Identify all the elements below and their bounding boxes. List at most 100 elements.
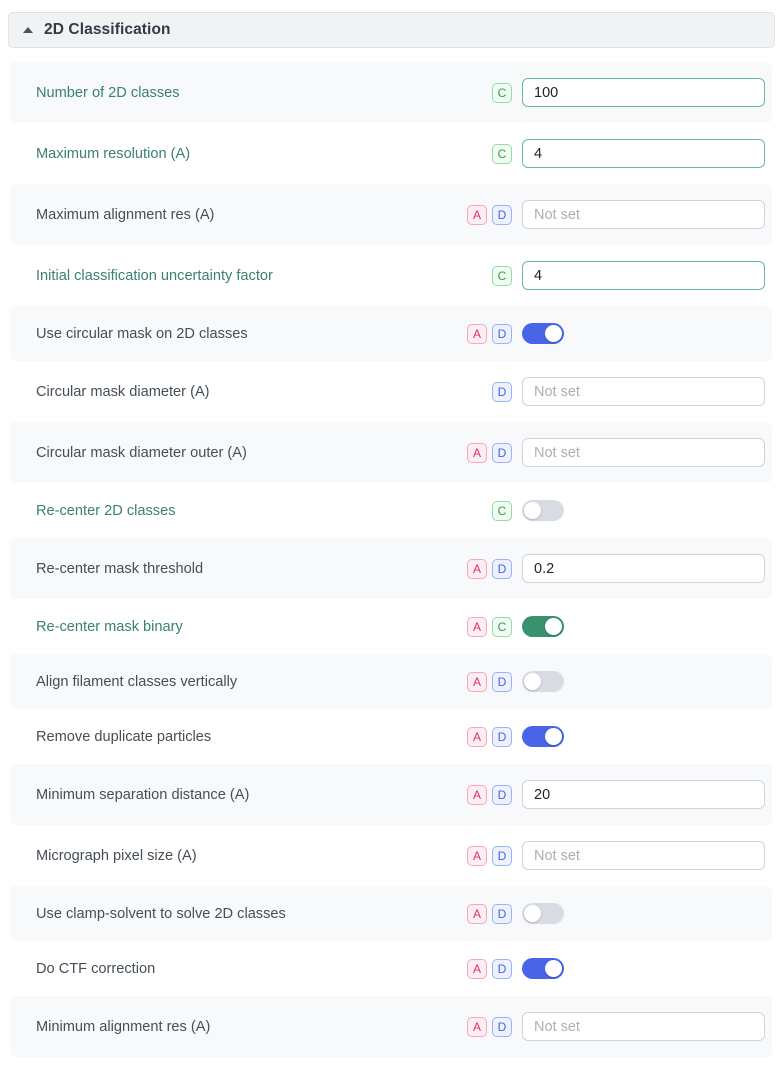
param-row: Circular mask diameter (A) D	[10, 361, 772, 422]
param-control	[522, 323, 765, 344]
param-input[interactable]	[522, 438, 765, 467]
param-label: Align filament classes vertically	[36, 673, 238, 690]
param-badge-a[interactable]: A	[467, 958, 487, 979]
param-badges: C	[492, 265, 512, 286]
param-badge-c[interactable]: C	[492, 82, 512, 103]
param-input[interactable]	[522, 261, 765, 290]
param-label: Re-center mask threshold	[36, 560, 204, 577]
param-label: Maximum resolution (A)	[36, 145, 191, 162]
param-label: Use clamp-solvent to solve 2D classes	[36, 905, 286, 922]
toggle-knob-icon	[524, 502, 541, 519]
param-toggle[interactable]	[522, 726, 564, 747]
param-label: Maximum alignment res (A)	[36, 206, 215, 223]
param-toggle[interactable]	[522, 500, 564, 521]
param-badge-d[interactable]: D	[492, 903, 512, 924]
param-label: Number of 2D classes	[36, 84, 180, 101]
param-badge-d[interactable]: D	[492, 958, 512, 979]
param-toggle[interactable]	[522, 958, 564, 979]
param-badge-c[interactable]: C	[492, 143, 512, 164]
param-input[interactable]	[522, 780, 765, 809]
toggle-knob-icon	[545, 618, 562, 635]
param-control	[522, 261, 765, 290]
param-input[interactable]	[522, 200, 765, 229]
param-control	[522, 841, 765, 870]
param-badge-d[interactable]: D	[492, 323, 512, 344]
param-control	[522, 903, 765, 924]
param-control	[522, 500, 765, 521]
param-input[interactable]	[522, 139, 765, 168]
param-badge-d[interactable]: D	[492, 671, 512, 692]
param-badge-d[interactable]: D	[492, 1016, 512, 1037]
toggle-knob-icon	[524, 673, 541, 690]
param-label: Minimum separation distance (A)	[36, 786, 250, 803]
param-badge-a[interactable]: A	[467, 616, 487, 637]
param-badge-a[interactable]: A	[467, 558, 487, 579]
param-badge-a[interactable]: A	[467, 784, 487, 805]
param-control	[522, 671, 765, 692]
param-label: Minimum alignment res (A)	[36, 1018, 211, 1035]
param-badge-a[interactable]: A	[467, 204, 487, 225]
param-label: Remove duplicate particles	[36, 728, 212, 745]
param-input[interactable]	[522, 841, 765, 870]
param-badge-d[interactable]: D	[492, 726, 512, 747]
param-badge-d[interactable]: D	[492, 442, 512, 463]
param-control	[522, 780, 765, 809]
param-toggle[interactable]	[522, 671, 564, 692]
param-toggle[interactable]	[522, 616, 564, 637]
param-badge-d[interactable]: D	[492, 558, 512, 579]
param-input[interactable]	[522, 554, 765, 583]
param-toggle[interactable]	[522, 903, 564, 924]
param-control	[522, 78, 765, 107]
param-badge-d[interactable]: D	[492, 784, 512, 805]
param-control	[522, 139, 765, 168]
param-badge-a[interactable]: A	[467, 323, 487, 344]
param-badges: C	[492, 82, 512, 103]
param-badges: C	[492, 143, 512, 164]
param-control	[522, 377, 765, 406]
param-badge-c[interactable]: C	[492, 265, 512, 286]
param-badge-a[interactable]: A	[467, 845, 487, 866]
param-badge-d[interactable]: D	[492, 845, 512, 866]
param-badge-a[interactable]: A	[467, 671, 487, 692]
param-label: Micrograph pixel size (A)	[36, 847, 197, 864]
param-badge-d[interactable]: D	[492, 204, 512, 225]
param-toggle[interactable]	[522, 323, 564, 344]
parameter-list: Number of 2D classes C Maximum resolutio…	[0, 62, 777, 1057]
section-header-2d-classification[interactable]: 2D Classification	[8, 12, 775, 48]
param-control	[522, 1012, 765, 1041]
param-control	[522, 438, 765, 467]
param-input[interactable]	[522, 78, 765, 107]
toggle-knob-icon	[524, 905, 541, 922]
param-badge-a[interactable]: A	[467, 442, 487, 463]
param-label: Circular mask diameter outer (A)	[36, 444, 247, 461]
param-badge-c[interactable]: C	[492, 500, 512, 521]
toggle-knob-icon	[545, 728, 562, 745]
param-input[interactable]	[522, 377, 765, 406]
param-badge-c[interactable]: C	[492, 616, 512, 637]
param-badge-a[interactable]: A	[467, 726, 487, 747]
param-badge-d[interactable]: D	[492, 381, 512, 402]
toggle-knob-icon	[545, 960, 562, 977]
param-badge-a[interactable]: A	[467, 1016, 487, 1037]
param-badge-a[interactable]: A	[467, 903, 487, 924]
param-input[interactable]	[522, 1012, 765, 1041]
param-row: Number of 2D classes C	[10, 62, 772, 123]
